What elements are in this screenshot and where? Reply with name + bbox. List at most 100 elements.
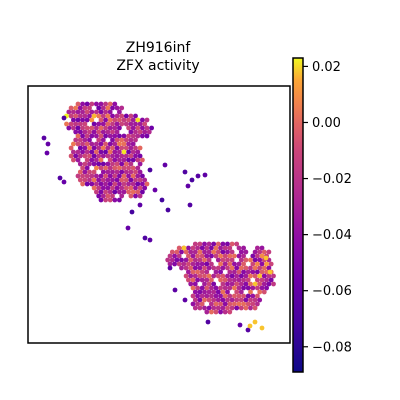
spot bbox=[220, 249, 226, 255]
spot bbox=[105, 161, 111, 167]
spot bbox=[94, 189, 99, 195]
spot bbox=[82, 113, 88, 119]
spot bbox=[188, 273, 194, 279]
spot bbox=[87, 161, 92, 167]
spot bbox=[267, 269, 273, 275]
spot bbox=[130, 165, 136, 171]
spot bbox=[137, 177, 143, 183]
spot bbox=[238, 281, 244, 287]
spot bbox=[89, 133, 95, 139]
spot bbox=[204, 293, 210, 299]
spot bbox=[189, 177, 195, 183]
spot bbox=[130, 125, 136, 131]
spot bbox=[202, 257, 207, 263]
spot bbox=[271, 281, 276, 287]
spot bbox=[206, 281, 212, 287]
spot bbox=[128, 153, 134, 159]
spot bbox=[144, 125, 150, 131]
spot bbox=[192, 265, 198, 271]
spot bbox=[73, 105, 79, 111]
spot bbox=[152, 187, 158, 193]
spot bbox=[71, 149, 76, 155]
spot bbox=[114, 105, 120, 111]
spot bbox=[186, 261, 191, 267]
spot bbox=[220, 273, 226, 279]
spot bbox=[80, 149, 85, 155]
spot bbox=[264, 285, 269, 291]
spot bbox=[80, 125, 85, 131]
spot bbox=[215, 257, 221, 263]
spot bbox=[94, 141, 99, 147]
spot bbox=[119, 145, 125, 151]
spot bbox=[195, 253, 201, 259]
spot bbox=[117, 181, 122, 187]
spot bbox=[91, 129, 97, 135]
spot bbox=[241, 277, 247, 283]
spot bbox=[169, 249, 175, 255]
spot bbox=[82, 137, 88, 143]
spot bbox=[107, 141, 113, 147]
spot bbox=[100, 121, 106, 127]
spot bbox=[103, 181, 108, 187]
spot bbox=[225, 257, 230, 263]
spot bbox=[174, 257, 180, 263]
spot bbox=[261, 289, 267, 295]
spot bbox=[73, 137, 79, 143]
spot bbox=[167, 253, 173, 259]
spot bbox=[140, 125, 145, 131]
spot bbox=[176, 261, 182, 267]
spot bbox=[195, 173, 201, 179]
spot bbox=[264, 277, 269, 283]
spot bbox=[188, 265, 194, 271]
spot bbox=[112, 149, 118, 155]
spot bbox=[126, 157, 131, 163]
spot bbox=[137, 153, 143, 159]
spot bbox=[91, 169, 97, 175]
spot bbox=[213, 293, 219, 299]
spot bbox=[204, 261, 210, 267]
spot bbox=[77, 105, 83, 111]
spot bbox=[117, 165, 122, 171]
spot bbox=[252, 249, 258, 255]
spot bbox=[147, 237, 153, 243]
spot bbox=[146, 129, 152, 135]
spot bbox=[98, 109, 104, 115]
spot bbox=[268, 261, 274, 267]
spot bbox=[220, 289, 226, 295]
spot bbox=[252, 265, 258, 271]
spot bbox=[248, 297, 253, 303]
spot bbox=[114, 161, 120, 167]
spot bbox=[130, 117, 136, 123]
spot bbox=[89, 125, 95, 131]
spot bbox=[110, 121, 115, 127]
spot bbox=[229, 297, 235, 303]
spot bbox=[257, 297, 263, 303]
spot bbox=[96, 145, 102, 151]
spot bbox=[130, 173, 136, 179]
spot bbox=[241, 301, 247, 307]
spot bbox=[190, 269, 196, 275]
spot bbox=[229, 265, 235, 271]
spot bbox=[186, 277, 191, 283]
spot bbox=[225, 241, 230, 247]
spot bbox=[107, 165, 113, 171]
spot bbox=[119, 113, 125, 119]
spot bbox=[215, 305, 221, 311]
spot bbox=[218, 285, 224, 291]
spot bbox=[125, 225, 131, 231]
spot bbox=[190, 293, 196, 299]
spot bbox=[117, 125, 122, 131]
spot bbox=[75, 109, 81, 115]
spot bbox=[197, 257, 203, 263]
spot bbox=[149, 125, 155, 131]
spot bbox=[204, 245, 210, 251]
spot bbox=[232, 301, 237, 307]
spot bbox=[107, 181, 113, 187]
spot bbox=[110, 193, 115, 199]
spot bbox=[202, 249, 207, 255]
spot bbox=[250, 285, 256, 291]
spot bbox=[80, 173, 85, 179]
spot bbox=[133, 129, 138, 135]
spot bbox=[204, 269, 210, 275]
spot bbox=[187, 202, 193, 208]
